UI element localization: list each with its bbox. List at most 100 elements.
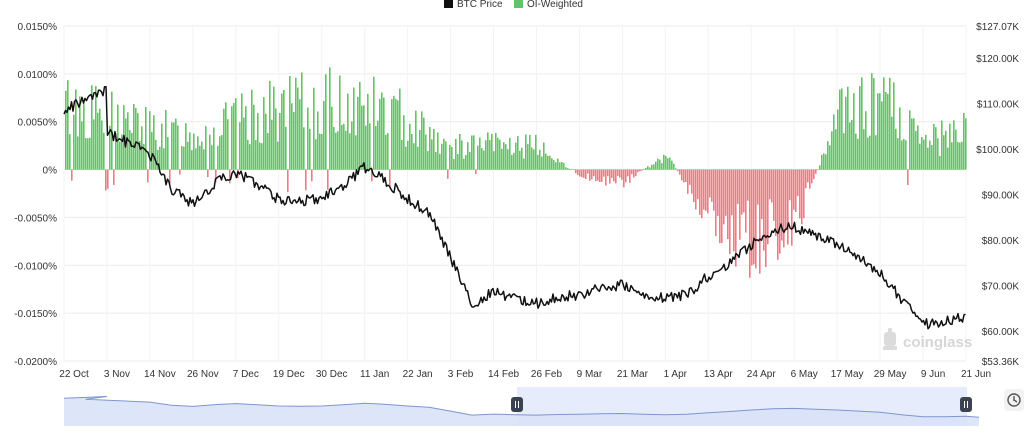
oi-weighted-bar xyxy=(693,169,695,202)
x-tick-label: 21 Jun xyxy=(961,369,991,380)
oi-weighted-bar xyxy=(737,169,739,204)
oi-weighted-bar xyxy=(581,169,583,178)
oi-weighted-bar xyxy=(789,169,791,201)
navigator-left-handle[interactable] xyxy=(511,397,523,412)
oi-weighted-bar xyxy=(73,114,75,170)
legend-oi-swatch xyxy=(514,0,523,8)
oi-weighted-bar xyxy=(353,87,355,170)
oi-weighted-bar xyxy=(879,93,881,170)
oi-weighted-bar xyxy=(667,158,669,170)
oi-weighted-bar xyxy=(281,93,283,170)
oi-weighted-bar xyxy=(711,169,713,202)
oi-weighted-bar xyxy=(153,115,155,170)
oi-weighted-bar xyxy=(265,113,267,170)
oi-weighted-bar xyxy=(165,110,167,170)
oi-weighted-bar xyxy=(239,122,241,170)
oi-weighted-bar xyxy=(467,142,469,170)
oi-weighted-bar xyxy=(419,129,421,170)
oi-weighted-bar xyxy=(893,82,895,170)
oi-weighted-bar xyxy=(509,137,511,170)
oi-weighted-bar xyxy=(333,126,335,170)
oi-weighted-bar xyxy=(501,148,503,170)
oi-weighted-bar xyxy=(313,87,315,170)
oi-weighted-bar xyxy=(301,72,303,170)
oi-weighted-bar xyxy=(783,169,785,248)
oi-weighted-bar xyxy=(85,138,87,170)
oi-weighted-bar xyxy=(787,169,789,245)
oi-weighted-bar xyxy=(773,169,775,221)
oi-weighted-bar xyxy=(167,137,169,170)
oi-weighted-bar xyxy=(229,169,231,184)
oi-weighted-bar xyxy=(945,130,947,170)
oi-weighted-bar xyxy=(397,100,399,170)
oi-weighted-bar xyxy=(255,140,257,170)
oi-weighted-bar xyxy=(343,123,345,170)
oi-weighted-bar xyxy=(433,128,435,170)
oi-weighted-bar xyxy=(803,169,805,219)
oi-weighted-bar xyxy=(567,168,569,170)
oi-weighted-bar xyxy=(723,169,725,225)
oi-weighted-bar xyxy=(475,169,477,175)
oi-weighted-bar xyxy=(545,153,547,170)
oi-weighted-bar xyxy=(691,169,693,194)
oi-weighted-bar xyxy=(193,133,195,170)
x-tick-label: 14 Nov xyxy=(144,369,176,380)
oi-weighted-bar xyxy=(641,169,643,171)
oi-weighted-bar xyxy=(707,169,709,214)
reset-zoom-button[interactable] xyxy=(1004,389,1024,411)
legend-btc-swatch xyxy=(444,0,453,8)
legend-oi-label[interactable]: OI-Weighted xyxy=(527,0,583,10)
oi-weighted-bar xyxy=(823,153,825,170)
oi-weighted-bar xyxy=(199,145,201,170)
oi-weighted-bar xyxy=(601,169,603,182)
oi-weighted-bar xyxy=(385,134,387,170)
oi-weighted-bar xyxy=(801,169,803,225)
legend-btc-label[interactable]: BTC Price xyxy=(457,0,503,10)
oi-weighted-bar xyxy=(427,151,429,170)
oi-weighted-bar xyxy=(377,120,379,170)
oi-weighted-bar xyxy=(405,146,407,170)
oi-weighted-bar xyxy=(539,149,541,170)
oi-weighted-bar xyxy=(303,127,305,170)
oi-weighted-bar xyxy=(365,125,367,170)
legend[interactable]: BTC Price OI-Weighted xyxy=(444,0,583,10)
navigator-right-handle[interactable] xyxy=(960,397,972,412)
oi-weighted-bar xyxy=(721,169,723,244)
oi-weighted-bar xyxy=(935,127,937,170)
oi-weighted-bar xyxy=(443,138,445,170)
oi-weighted-bar xyxy=(263,97,265,170)
oi-weighted-bar xyxy=(901,140,903,170)
oi-weighted-bar xyxy=(235,98,237,170)
oi-weighted-bar xyxy=(749,169,751,278)
oi-weighted-bar xyxy=(755,169,757,269)
oi-weighted-bar xyxy=(391,99,393,170)
oi-weighted-bar xyxy=(733,169,735,252)
oi-weighted-bar xyxy=(835,129,837,170)
oi-weighted-bar xyxy=(411,134,413,170)
oi-weighted-bar xyxy=(837,109,839,170)
left-tick-label: 0.0150% xyxy=(18,22,58,33)
oi-weighted-bar xyxy=(805,169,807,189)
oi-weighted-bar xyxy=(429,126,431,170)
oi-weighted-bar xyxy=(363,105,365,170)
oi-weighted-bar xyxy=(131,132,133,170)
oi-weighted-bar xyxy=(507,149,509,170)
oi-weighted-bar xyxy=(683,169,685,183)
oi-weighted-bar xyxy=(219,136,221,170)
oi-weighted-bar xyxy=(533,149,535,170)
range-navigator[interactable] xyxy=(63,387,979,426)
oi-weighted-bar xyxy=(885,92,887,170)
oi-weighted-bar xyxy=(159,146,161,170)
oi-weighted-bar xyxy=(793,169,795,210)
oi-weighted-bar xyxy=(375,126,377,170)
oi-weighted-bar xyxy=(647,166,649,170)
oi-weighted-bar xyxy=(109,125,111,170)
oi-weighted-bar xyxy=(695,169,697,210)
oi-weighted-bar xyxy=(663,154,665,170)
x-tick-label: 13 Apr xyxy=(704,369,734,380)
oi-weighted-bar xyxy=(807,169,809,183)
oi-weighted-bar xyxy=(187,141,189,170)
oi-weighted-bar xyxy=(701,169,703,219)
oi-weighted-bar xyxy=(335,132,337,170)
right-tick-label: $110.00K xyxy=(977,100,1019,111)
